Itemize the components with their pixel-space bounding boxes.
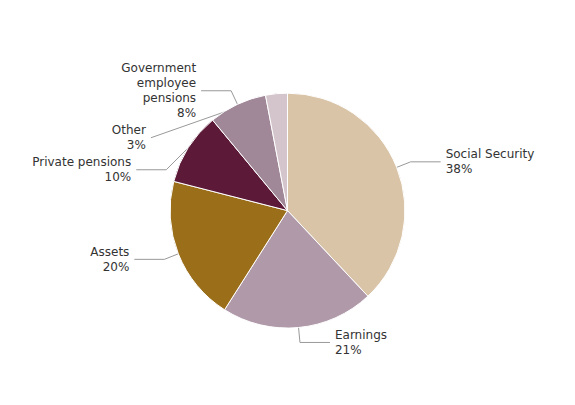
svg-text:8%: 8% <box>177 106 196 120</box>
svg-text:38%: 38% <box>446 162 473 176</box>
svg-text:Other: Other <box>112 123 146 137</box>
svg-text:20%: 20% <box>103 260 130 274</box>
svg-text:Government: Government <box>121 61 196 75</box>
svg-text:Private pensions: Private pensions <box>32 155 131 169</box>
svg-text:Assets: Assets <box>90 245 129 259</box>
svg-text:Social Security: Social Security <box>446 147 535 161</box>
svg-text:employee: employee <box>137 76 196 90</box>
svg-text:Earnings: Earnings <box>335 328 387 342</box>
svg-text:10%: 10% <box>105 170 132 184</box>
svg-text:pensions: pensions <box>143 91 196 105</box>
svg-text:3%: 3% <box>127 138 146 152</box>
svg-text:21%: 21% <box>335 343 362 357</box>
